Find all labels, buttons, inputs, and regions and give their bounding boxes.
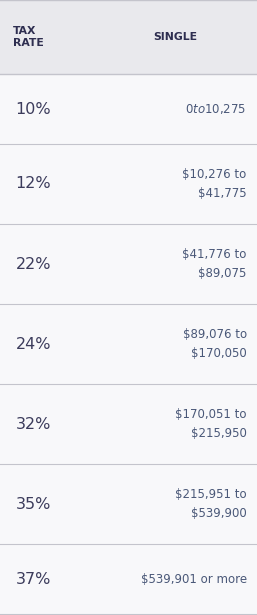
Bar [0, 224, 257, 304]
Bar [0, 464, 257, 544]
Text: TAX
RATE: TAX RATE [13, 26, 44, 48]
Text: $539,901 or more: $539,901 or more [141, 573, 247, 585]
Text: 37%: 37% [15, 571, 51, 587]
Text: 12%: 12% [15, 177, 51, 191]
Text: $170,051 to
$215,950: $170,051 to $215,950 [175, 408, 247, 440]
Text: SINGLE: SINGLE [153, 32, 197, 42]
Bar [0, 384, 257, 464]
Bar [0, 74, 257, 144]
Text: $89,076 to
$170,050: $89,076 to $170,050 [182, 328, 247, 360]
Text: 22%: 22% [15, 256, 51, 271]
Bar [0, 304, 257, 384]
Text: $41,776 to
$89,075: $41,776 to $89,075 [182, 248, 247, 280]
Text: $10,276 to
$41,775: $10,276 to $41,775 [182, 168, 247, 200]
Text: 24%: 24% [15, 336, 51, 352]
Bar [0, 544, 257, 614]
Bar [0, 0, 257, 74]
Bar [0, 144, 257, 224]
Text: 35%: 35% [15, 496, 51, 512]
Text: 32%: 32% [15, 416, 51, 432]
Text: $215,951 to
$539,900: $215,951 to $539,900 [175, 488, 247, 520]
Text: $0 to $10,275: $0 to $10,275 [186, 102, 247, 116]
Text: 10%: 10% [15, 101, 51, 116]
